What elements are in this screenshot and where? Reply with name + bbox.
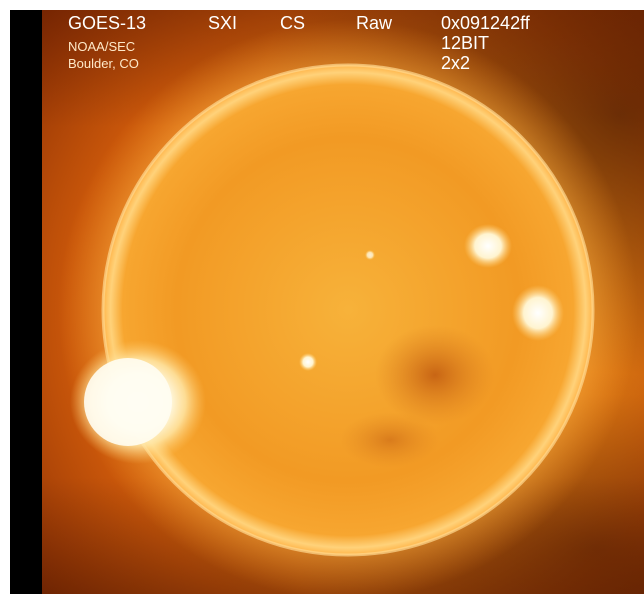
binning-label: 2x2 [441,53,471,73]
format-label: Raw [356,13,393,33]
coronal-hole [375,325,495,425]
hex-id-label: 0x091242ff [441,13,530,33]
org-label: NOAA/SEC [68,39,136,54]
active-region-upper [464,224,512,268]
satellite-label: GOES-13 [68,13,147,33]
sun-image [58,20,638,594]
mode-label: CS [280,13,306,33]
bit-depth-label: 12BIT [441,33,490,53]
black-border-strip [10,10,42,594]
location-label: Boulder, CO [68,56,139,71]
limb-flare-core [84,358,172,446]
active-region-right [512,285,564,341]
bright-point [299,353,317,371]
bright-point-small [365,250,375,260]
solar-limb [101,63,595,557]
instrument-label: SXI [208,13,238,33]
coronal-hole-lower [340,412,440,468]
solar-disk [103,65,593,555]
solar-image-frame: GOES-13 SXI CS Raw 0x091242ff NOAA/SEC B… [10,10,644,594]
